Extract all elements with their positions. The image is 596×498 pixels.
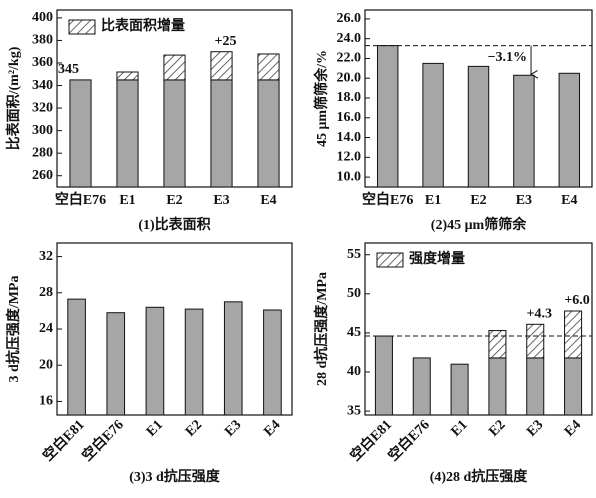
x-tick-label: 空白E81 [39,416,87,464]
y-tick-label: 320 [32,100,53,115]
annotation: −3.1% [488,50,527,65]
x-tick-label: 空白E81 [347,416,395,464]
bar [257,79,280,188]
chart-title: (3)3 d抗压强度 [129,468,221,485]
bar [210,79,233,188]
y-tick-label: 16.0 [337,110,362,125]
bar [210,51,233,81]
data-label: +25 [215,34,237,49]
bar [145,306,165,416]
plot-frame [364,242,593,416]
y-axis-label: 28 d抗压强度/MPa [313,272,330,386]
y-tick-label: 20.0 [337,70,362,85]
y-tick-label: 16 [39,394,53,409]
plot-frame [56,242,293,416]
y-tick-label: 340 [32,78,53,93]
x-tick-label: E1 [449,417,471,439]
y-tick-label: 32 [39,249,53,264]
bar [526,357,545,416]
x-tick-label: E2 [166,193,182,208]
y-tick-label: 22.0 [337,51,362,66]
y-tick-label: 280 [32,145,53,160]
y-axis-label: 45 μm筛筛余/% [313,50,330,147]
x-tick-label: 空白E76 [362,191,413,208]
x-tick-label: E3 [524,417,546,439]
x-tick-label: E2 [470,193,486,208]
bar [422,62,444,188]
bar [163,54,186,81]
bar [116,71,139,81]
y-tick-label: 24 [39,321,53,336]
y-tick-label: 24.0 [337,31,362,46]
y-tick-label: 14.0 [337,130,362,145]
bar [488,330,507,359]
y-tick-label: 40 [347,364,361,379]
bar [106,312,126,416]
y-tick-label: 400 [32,10,53,25]
x-tick-label: E3 [516,193,532,208]
chart-title: (1)比表面积 [138,216,210,233]
y-tick-label: 260 [32,168,53,183]
x-tick-label: E3 [213,193,229,208]
y-axis-label: 比表面积/(m²/kg) [5,46,22,150]
x-tick-label: 空白E76 [79,416,127,464]
x-tick-label: E4 [562,417,584,439]
bar [412,357,431,416]
bar [263,309,282,416]
data-label: +4.3 [527,307,552,322]
bar [116,79,139,188]
bar [257,53,280,81]
legend-label: 比表面积增量 [101,17,185,34]
bar [67,298,86,416]
data-label: 345 [58,62,79,77]
y-tick-label: 12.0 [337,150,362,165]
bar [564,310,583,359]
x-tick-label: 空白E76 [55,191,106,208]
y-tick-label: 300 [32,123,53,138]
y-tick-label: 18.0 [337,90,362,105]
y-tick-label: 360 [32,55,53,70]
data-label: +6.0 [564,293,589,308]
x-tick-label: E3 [222,417,244,439]
x-tick-label: E4 [260,193,276,208]
y-tick-label: 28 [39,285,53,300]
x-tick-label: E1 [144,417,166,439]
x-tick-label: E4 [261,417,283,439]
bar [450,363,469,416]
bar [374,335,393,416]
bar [69,79,92,188]
legend-swatch [68,19,96,35]
y-axis-label: 3 d抗压强度/MPa [5,276,22,383]
bar [467,65,490,188]
bar [558,72,581,188]
y-tick-label: 10.0 [337,169,362,184]
x-tick-label: E2 [486,417,508,439]
x-tick-label: E2 [183,417,205,439]
x-tick-label: 空白E76 [385,416,433,464]
bar [564,357,583,416]
y-tick-label: 45 [347,325,361,340]
y-tick-label: 55 [347,247,361,262]
y-tick-label: 20 [39,357,53,372]
y-tick-label: 380 [32,33,53,48]
legend-swatch [376,252,404,268]
chart-title: (2)45 μm筛筛余 [431,216,527,233]
x-tick-label: E1 [425,193,441,208]
bar [184,308,204,416]
bar [223,301,243,416]
chart-title: (4)28 d抗压强度 [430,468,529,485]
x-tick-label: E1 [119,193,135,208]
y-tick-label: 26.0 [337,11,362,26]
bar [526,323,545,359]
y-tick-label: 50 [347,286,361,301]
x-tick-label: E4 [561,193,577,208]
bar [513,74,535,188]
bar [376,45,399,188]
legend-label: 强度增量 [409,250,465,267]
bar [488,357,507,416]
bar [163,79,186,188]
y-tick-label: 35 [347,403,361,418]
